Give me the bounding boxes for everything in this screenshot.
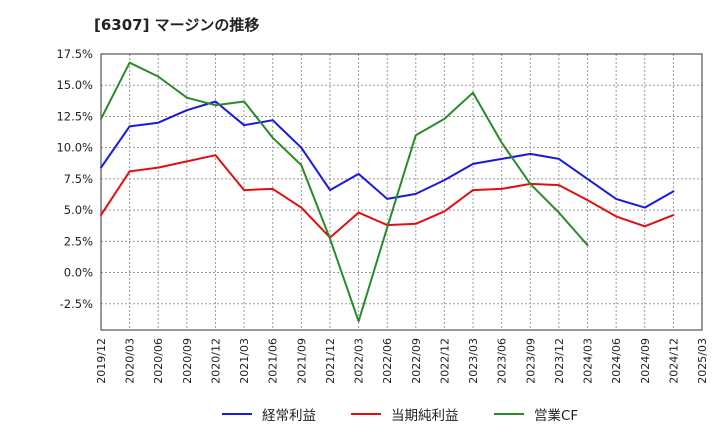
y-tick-label: 10.0%: [56, 141, 93, 155]
y-tick-label: -2.5%: [60, 297, 93, 311]
x-tick-label: 2023/06: [496, 338, 509, 384]
x-tick-label: 2023/09: [524, 338, 537, 384]
x-tick-label: 2021/06: [267, 338, 280, 384]
legend-swatch-eigyo-cf: [494, 413, 524, 415]
series-line-2: [100, 61, 589, 323]
x-tick-label: 2024/03: [582, 338, 595, 384]
y-tick-label: 12.5%: [56, 109, 93, 123]
x-tick-label: 2022/12: [438, 338, 451, 384]
x-tick-label: 2020/03: [124, 338, 137, 384]
x-tick-label: 2022/09: [410, 338, 423, 384]
x-tick-label: 2020/09: [181, 338, 194, 384]
y-tick-label: 2.5%: [64, 234, 93, 248]
y-tick-label: 17.5%: [56, 47, 93, 61]
x-tick-label: 2024/06: [610, 338, 623, 384]
y-tick-label: 15.0%: [56, 78, 93, 92]
x-tick-label: 2023/03: [467, 338, 480, 384]
legend-item-touki: 当期純利益: [351, 404, 459, 424]
x-tick-label: 2020/06: [152, 338, 165, 384]
legend-swatch-touki: [351, 413, 381, 415]
legend-label-eigyo-cf: 営業CF: [534, 408, 579, 424]
x-tick-label: 2021/03: [238, 338, 251, 384]
x-tick-label: 2023/12: [553, 338, 566, 384]
x-tick-label: 2024/12: [667, 338, 680, 384]
legend-item-eigyo-cf: 営業CF: [494, 404, 578, 424]
legend-label-touki: 当期純利益: [391, 408, 459, 424]
chart-legend: 経常利益 当期純利益 営業CF: [0, 404, 720, 426]
x-tick-label: 2022/06: [381, 338, 394, 384]
x-tick-label: 2022/03: [353, 338, 366, 384]
legend-swatch-keijo: [222, 413, 252, 415]
x-tick-label: 2025/03: [696, 338, 709, 384]
chart-title: [6307] マージンの推移: [94, 16, 260, 34]
series-line-0: [100, 100, 675, 209]
x-tick-label: 2020/12: [209, 338, 222, 384]
x-tick-label: 2021/12: [324, 338, 337, 384]
legend-item-keijo: 経常利益: [222, 404, 316, 424]
plot-area-frame: [100, 53, 703, 331]
legend-label-keijo: 経常利益: [262, 408, 316, 424]
y-tick-label: 7.5%: [64, 172, 93, 186]
y-tick-label: 0.0%: [64, 266, 93, 280]
x-tick-label: 2019/12: [95, 338, 108, 384]
x-tick-label: 2021/09: [295, 338, 308, 384]
x-tick-label: 2024/09: [639, 338, 652, 384]
y-tick-label: 5.0%: [64, 203, 93, 217]
